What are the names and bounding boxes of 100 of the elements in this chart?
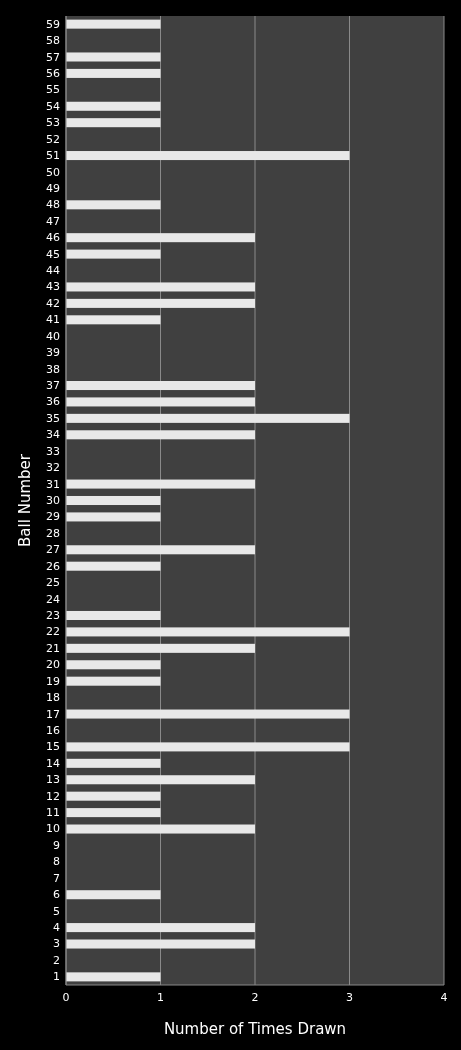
y-tick-label: 15: [46, 740, 60, 754]
y-tick-label: 35: [46, 411, 60, 425]
y-tick-label: 42: [46, 296, 60, 310]
y-tick-label: 36: [46, 395, 60, 409]
y-tick-label: 11: [46, 806, 60, 820]
bar: [66, 561, 161, 571]
y-tick-label: 52: [46, 132, 60, 146]
bar: [66, 939, 255, 949]
y-tick-label: 31: [46, 477, 60, 491]
y-tick-label: 55: [46, 83, 60, 97]
y-tick-label: 48: [46, 198, 60, 212]
bar: [66, 775, 255, 785]
y-tick-label: 25: [46, 576, 60, 590]
bar: [66, 923, 255, 933]
y-tick-label: 14: [46, 756, 60, 770]
y-tick-label: 34: [46, 428, 60, 442]
bar: [66, 742, 350, 752]
y-tick-label: 6: [53, 888, 60, 902]
y-tick-label: 53: [46, 116, 60, 130]
bar: [66, 381, 255, 391]
bar: [66, 972, 161, 982]
y-tick-label: 44: [46, 264, 60, 278]
y-tick-label: 39: [46, 346, 60, 360]
bar: [66, 151, 350, 161]
y-tick-label: 50: [46, 165, 60, 179]
bar: [66, 315, 161, 325]
bar: [66, 282, 255, 292]
y-tick-label: 9: [53, 838, 60, 852]
y-tick-label: 23: [46, 608, 60, 622]
bar: [66, 19, 161, 29]
bar: [66, 68, 161, 78]
y-tick-label: 58: [46, 34, 60, 48]
x-tick-label: 3: [346, 991, 353, 1004]
y-tick-label: 4: [53, 921, 60, 935]
bar: [66, 397, 255, 407]
bar: [66, 101, 161, 111]
x-tick-label: 1: [157, 991, 164, 1004]
bar: [66, 676, 161, 686]
y-tick-label: 7: [53, 871, 60, 885]
x-tick-label: 4: [440, 991, 448, 1004]
y-tick-label: 49: [46, 181, 60, 195]
y-tick-label: 24: [46, 592, 60, 606]
y-tick-label: 56: [46, 66, 60, 80]
y-tick-label: 26: [46, 559, 60, 573]
x-tick-label: 2: [251, 991, 259, 1004]
bar: [66, 479, 255, 489]
y-tick-label: 16: [46, 723, 60, 737]
bar: [66, 627, 350, 637]
bar: [66, 660, 161, 670]
y-tick-label: 13: [46, 773, 60, 787]
y-tick-label: 43: [46, 280, 60, 294]
y-tick-label: 33: [46, 444, 60, 458]
y-tick-label: 1: [53, 970, 60, 984]
y-tick-label: 40: [46, 329, 60, 343]
bar: [66, 808, 161, 818]
bar: [66, 610, 161, 620]
y-tick-label: 12: [46, 789, 60, 803]
bar: [66, 52, 161, 62]
bar: [66, 233, 255, 243]
y-tick-label: 59: [46, 17, 60, 31]
y-tick-label: 41: [46, 313, 60, 327]
y-tick-label: 51: [46, 149, 60, 163]
bar: [66, 200, 161, 210]
x-tick-label: 0: [62, 991, 70, 1004]
x-axis-title: Number of Times Drawn: [163, 1020, 347, 1038]
y-tick-label: 18: [46, 691, 60, 705]
y-tick-label: 21: [46, 641, 60, 655]
bar: [66, 890, 161, 900]
y-tick-label: 32: [46, 461, 60, 475]
bar: [66, 791, 161, 801]
y-tick-label: 38: [46, 362, 60, 376]
bar: [66, 118, 161, 128]
y-tick-label: 8: [53, 855, 60, 869]
y-tick-label: 46: [46, 231, 60, 245]
bar: [66, 413, 350, 423]
bar: [66, 824, 255, 834]
y-tick-label: 37: [46, 379, 60, 393]
y-tick-label: 5: [53, 904, 60, 918]
y-tick-label: 57: [46, 50, 60, 64]
y-tick-label: 45: [46, 247, 60, 261]
y-tick-label: 54: [46, 99, 60, 113]
y-tick-label: 47: [46, 214, 60, 228]
y-tick-label: 10: [46, 822, 60, 836]
bar: [66, 512, 161, 522]
y-tick-label: 27: [46, 543, 60, 557]
y-tick-label: 20: [46, 658, 60, 672]
y-tick-label: 19: [46, 674, 60, 688]
bar: [66, 298, 255, 308]
bar: [66, 495, 161, 506]
bar: [66, 430, 255, 440]
y-tick-label: 28: [46, 526, 60, 540]
bar: [66, 249, 161, 259]
y-tick-label: 29: [46, 510, 60, 524]
bar: [66, 545, 255, 555]
y-tick-label: 2: [53, 953, 60, 967]
y-tick-label: 3: [53, 937, 60, 951]
y-axis-title: Ball Number: [16, 453, 34, 547]
bar: [66, 709, 350, 719]
y-tick-label: 30: [46, 494, 60, 507]
bar: [66, 643, 255, 653]
